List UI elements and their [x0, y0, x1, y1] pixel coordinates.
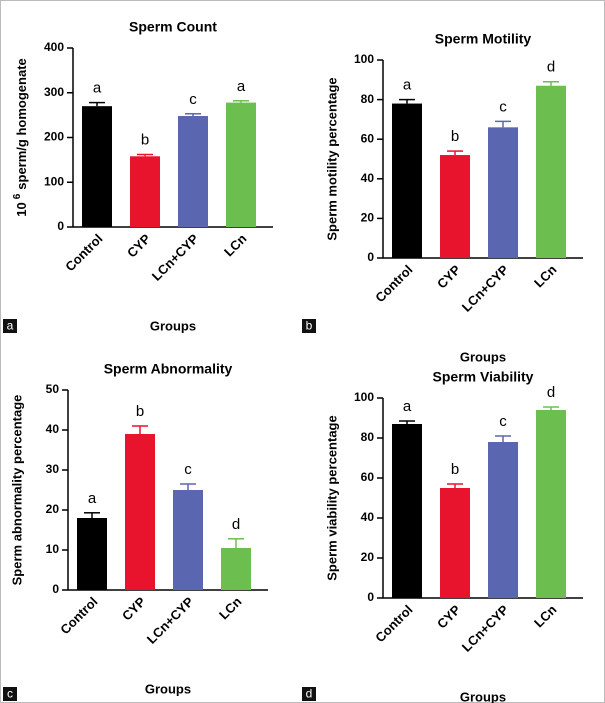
y-tick-label: 50	[46, 382, 60, 396]
bar	[221, 548, 251, 590]
panel-label: c	[7, 687, 13, 701]
bar	[440, 488, 470, 598]
bar	[536, 410, 566, 598]
y-tick-label: 10	[46, 542, 60, 556]
bar	[536, 85, 566, 259]
panel-label-box	[302, 319, 316, 333]
significance-letter: b	[136, 403, 144, 420]
x-axis-label: Groups	[460, 689, 506, 703]
significance-letter: a	[403, 398, 412, 415]
significance-letter: d	[232, 516, 240, 533]
significance-letter: a	[403, 77, 412, 94]
y-tick-label: 40	[361, 510, 375, 524]
bar	[488, 127, 518, 258]
y-tick-label: 60	[361, 131, 375, 145]
significance-letter: c	[499, 413, 507, 430]
y-tick-label: 20	[361, 550, 375, 564]
y-axis-label-exponent: 6	[12, 193, 23, 199]
chart-title: Sperm Viability	[433, 369, 534, 385]
panel-label: b	[306, 319, 313, 333]
chart-title: Sperm Motility	[435, 31, 532, 47]
bar	[440, 155, 470, 258]
y-tick-label: 20	[361, 211, 375, 225]
chart-title: Sperm Abnormality	[104, 361, 233, 377]
y-axis-label-base: 10	[14, 202, 29, 216]
significance-letter: c	[184, 461, 192, 478]
bar	[178, 116, 208, 227]
panel-label: a	[7, 319, 14, 333]
y-tick-label: 400	[44, 40, 64, 54]
significance-letter: b	[141, 131, 149, 148]
significance-letter: d	[547, 384, 555, 401]
y-tick-label: 300	[44, 85, 64, 99]
y-axis-label: Sperm motility percentage	[324, 77, 339, 240]
y-tick-label: 40	[361, 171, 375, 185]
y-tick-label: 0	[57, 219, 64, 233]
bar	[130, 156, 160, 227]
significance-letter: a	[88, 490, 97, 507]
significance-letter: c	[189, 91, 197, 108]
y-tick-label: 40	[46, 422, 60, 436]
x-axis-label: Groups	[145, 681, 191, 696]
y-tick-label: 30	[46, 462, 60, 476]
bar	[77, 518, 107, 590]
significance-letter: a	[237, 78, 246, 95]
y-tick-label: 100	[354, 52, 374, 66]
y-tick-label: 0	[367, 250, 374, 264]
bar	[392, 424, 422, 598]
y-axis-label: Sperm viability percentage	[324, 415, 339, 580]
bar	[392, 103, 422, 258]
bar	[173, 490, 203, 590]
bar	[226, 102, 256, 227]
y-tick-label: 60	[361, 470, 375, 484]
panel-label-box	[3, 687, 17, 701]
y-tick-label: 100	[354, 390, 374, 404]
y-tick-label: 20	[46, 502, 60, 516]
significance-letter: a	[93, 80, 102, 97]
y-tick-label: 0	[52, 582, 59, 596]
y-axis-label: 10 6 sperm/g homogenate	[12, 58, 30, 217]
chart-title: Sperm Count	[129, 19, 217, 35]
x-axis-label: Groups	[460, 349, 506, 364]
significance-letter: d	[547, 59, 555, 76]
significance-letter: c	[499, 98, 507, 115]
significance-letter: b	[451, 461, 459, 478]
significance-letter: b	[451, 128, 459, 145]
bar	[82, 106, 112, 227]
panel-label: d	[306, 687, 313, 701]
y-tick-label: 200	[44, 130, 64, 144]
y-tick-label: 80	[361, 92, 375, 106]
y-axis-label-text: sperm/g homogenate	[14, 58, 29, 189]
y-tick-label: 100	[44, 174, 64, 188]
bar	[488, 442, 518, 598]
y-axis-label: Sperm abnormality percentage	[9, 395, 24, 586]
bar	[125, 434, 155, 590]
y-tick-label: 80	[361, 430, 375, 444]
panel-label-box	[302, 687, 316, 701]
panel-label-box	[3, 319, 17, 333]
y-tick-label: 0	[367, 590, 374, 604]
x-axis-label: Groups	[150, 318, 196, 333]
